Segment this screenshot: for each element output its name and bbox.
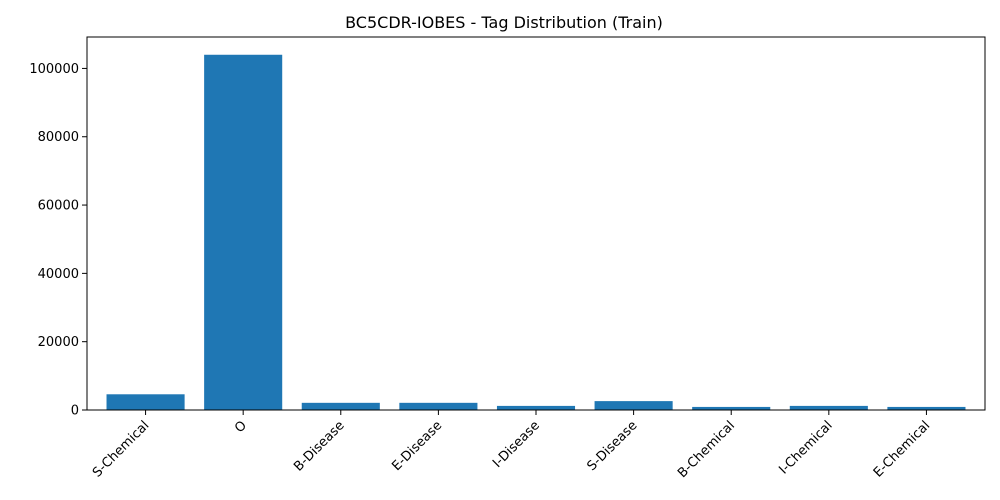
x-tick-label: E-Disease (389, 418, 445, 474)
bar-e-chemical (887, 406, 966, 410)
bar-i-chemical (789, 405, 868, 410)
chart-title: BC5CDR-IOBES - Tag Distribution (Train) (345, 13, 663, 32)
y-tick-label: 80000 (38, 130, 79, 145)
x-tick-label: I-Disease (490, 418, 543, 471)
bar-b-chemical (692, 406, 771, 410)
x-axis: S-Chemical O B-Disease E-Disease I-Disease S-… (90, 410, 933, 481)
x-tick-label: S-Disease (585, 418, 641, 474)
x-tick-label: S-Chemical (90, 418, 152, 480)
x-tick-label: O (232, 418, 250, 436)
y-axis: 0 20000 40000 60000 80000 100000 (29, 62, 87, 419)
bar-o (204, 54, 283, 411)
bar-b-disease (301, 402, 380, 410)
plot-frame (86, 36, 986, 411)
bar-i-disease (496, 405, 576, 410)
bar-s-disease (594, 401, 673, 410)
y-tick-label: 60000 (38, 199, 79, 214)
x-tick-label: E-Chemical (871, 418, 933, 480)
y-tick-label: 100000 (29, 62, 79, 77)
y-tick-label: 40000 (38, 267, 79, 282)
y-tick-label: 0 (71, 404, 79, 419)
bar-e-disease (399, 402, 478, 410)
bar-s-chemical (106, 394, 185, 410)
bars-group (106, 54, 966, 411)
y-tick-label: 20000 (38, 335, 79, 350)
x-tick-label: I-Chemical (776, 418, 835, 477)
x-tick-label: B-Disease (291, 418, 347, 474)
x-tick-label: B-Chemical (675, 418, 738, 481)
